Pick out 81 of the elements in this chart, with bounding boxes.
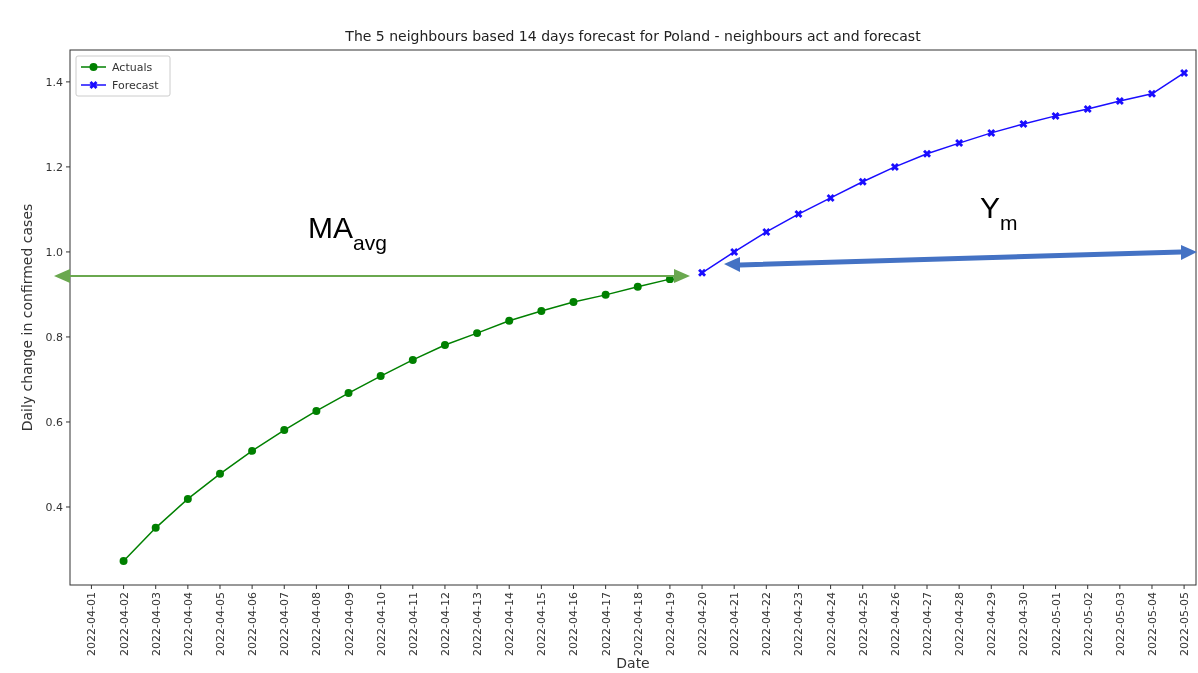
x-tick-label: 2022-04-08 bbox=[310, 592, 324, 656]
point bbox=[826, 193, 835, 202]
x-tick-label: 2022-04-03 bbox=[149, 592, 163, 656]
x-tick-label: 2022-05-01 bbox=[1049, 592, 1063, 656]
x-tick-label: 2022-04-06 bbox=[246, 592, 260, 656]
x-tick-label: 2022-04-12 bbox=[438, 592, 452, 656]
x-tick-label: 2022-04-13 bbox=[471, 592, 485, 656]
point bbox=[987, 128, 996, 137]
point bbox=[440, 341, 449, 350]
point bbox=[762, 227, 771, 236]
point bbox=[408, 355, 417, 364]
x-tick-label: 2022-04-18 bbox=[631, 592, 645, 656]
x-tick-label: 2022-04-19 bbox=[663, 592, 677, 656]
point bbox=[858, 177, 867, 186]
x-tick-label: 2022-04-07 bbox=[278, 592, 292, 656]
y-tick-label: 0.8 bbox=[45, 330, 63, 344]
x-tick-label: 2022-04-09 bbox=[342, 592, 356, 656]
x-tick-label: 2022-05-03 bbox=[1113, 592, 1127, 656]
y-tick-label: 1.0 bbox=[45, 245, 63, 259]
point bbox=[248, 446, 257, 455]
y-axis-title: Daily change in confirmed cases bbox=[19, 203, 35, 432]
point bbox=[730, 247, 739, 256]
point bbox=[1019, 119, 1028, 128]
point bbox=[473, 329, 482, 338]
x-tick-label: 2022-04-26 bbox=[888, 592, 902, 656]
chart-title: The 5 neighbours based 14 days forecast for Poland - neighbours act and forecast bbox=[344, 28, 922, 44]
legend-label: Actuals bbox=[112, 60, 153, 74]
point bbox=[344, 389, 353, 398]
point bbox=[280, 426, 289, 435]
point bbox=[1115, 97, 1124, 106]
x-tick-label: 2022-04-11 bbox=[406, 592, 420, 656]
x-tick-label: 2022-04-04 bbox=[181, 592, 195, 656]
point bbox=[1180, 68, 1189, 77]
y-tick-label: 1.2 bbox=[45, 160, 63, 174]
x-tick-label: 2022-05-05 bbox=[1178, 592, 1192, 656]
annotation: MA$_{avg}$ bbox=[308, 211, 387, 254]
point bbox=[890, 162, 899, 171]
x-tick-label: 2022-04-14 bbox=[503, 592, 517, 656]
point bbox=[537, 307, 546, 315]
x-axis-title: Date bbox=[616, 655, 650, 671]
point bbox=[505, 316, 514, 325]
point bbox=[569, 298, 578, 307]
y-tick-label: 1.4 bbox=[45, 75, 63, 89]
x-tick-label: 2022-04-28 bbox=[953, 592, 967, 656]
point bbox=[183, 494, 192, 503]
x-tick-label: 2022-04-29 bbox=[985, 592, 999, 656]
x-tick-label: 2022-04-21 bbox=[728, 592, 742, 656]
point bbox=[698, 268, 707, 277]
x-tick-label: 2022-04-15 bbox=[535, 592, 549, 656]
x-tick-label: 2022-04-01 bbox=[85, 592, 99, 656]
x-tick-label: 2022-04-20 bbox=[696, 592, 710, 656]
x-tick-label: 2022-05-02 bbox=[1081, 592, 1095, 656]
x-tick-label: 2022-05-04 bbox=[1145, 592, 1159, 656]
y-tick-label: 0.4 bbox=[45, 500, 63, 514]
point bbox=[794, 210, 803, 219]
point bbox=[601, 290, 610, 299]
x-tick-label: 2022-04-16 bbox=[567, 592, 581, 656]
point bbox=[633, 282, 642, 291]
x-tick-label: 2022-04-05 bbox=[213, 592, 227, 656]
legend-label: Forecast bbox=[112, 78, 160, 92]
y-tick-label: 0.6 bbox=[45, 415, 63, 429]
point bbox=[1083, 105, 1092, 114]
x-tick-label: 2022-04-30 bbox=[1017, 592, 1031, 656]
point bbox=[216, 469, 224, 478]
point bbox=[151, 523, 160, 532]
point bbox=[923, 149, 932, 158]
point bbox=[1147, 89, 1156, 98]
point bbox=[1051, 111, 1060, 120]
x-tick-label: 2022-04-02 bbox=[117, 592, 131, 656]
point bbox=[119, 557, 128, 565]
x-tick-label: 2022-04-24 bbox=[824, 592, 838, 656]
x-tick-label: 2022-04-17 bbox=[599, 592, 613, 656]
x-tick-label: 2022-04-10 bbox=[374, 592, 388, 656]
x-tick-label: 2022-04-22 bbox=[760, 592, 774, 656]
point bbox=[955, 139, 964, 148]
annotation: Y$_{m}$ bbox=[980, 191, 1018, 234]
x-tick-label: 2022-04-25 bbox=[856, 592, 870, 656]
point bbox=[312, 406, 321, 415]
point bbox=[376, 372, 385, 381]
x-tick-label: 2022-04-23 bbox=[792, 592, 806, 656]
x-tick-label: 2022-04-27 bbox=[921, 592, 935, 656]
